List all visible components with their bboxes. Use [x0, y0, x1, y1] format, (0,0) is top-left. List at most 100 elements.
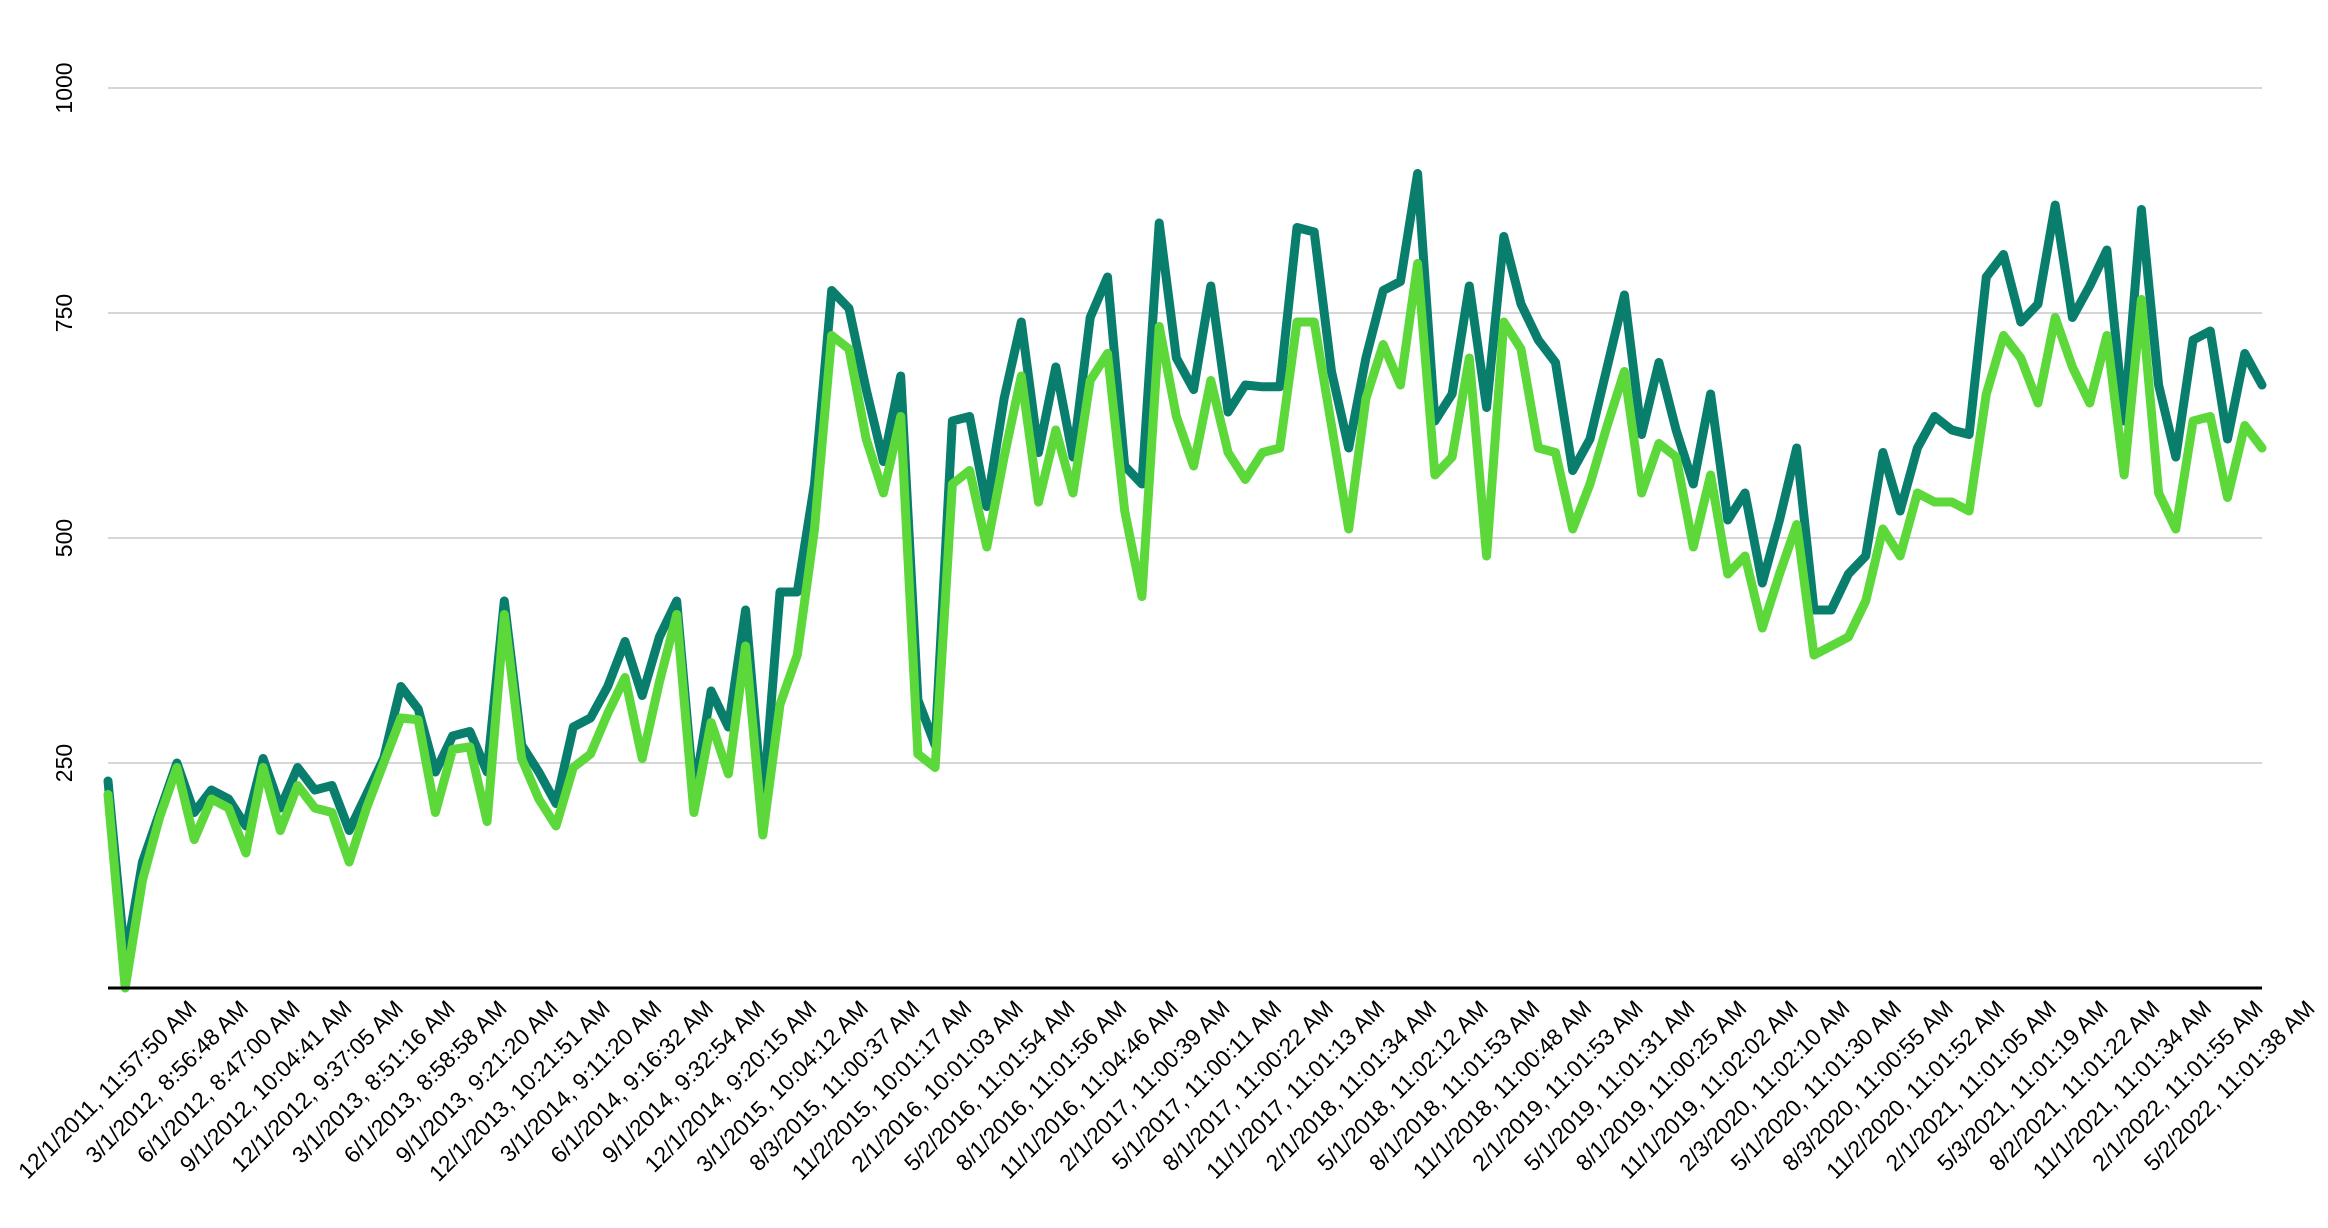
- data-point: [1761, 627, 1764, 629]
- data-point: [451, 735, 454, 737]
- data-point: [727, 772, 730, 775]
- data-point: [175, 766, 178, 769]
- data-point: [882, 492, 885, 494]
- data-point: [1933, 415, 1936, 418]
- data-point: [1278, 447, 1281, 449]
- data-point: [1657, 361, 1660, 364]
- data-point: [1933, 501, 1936, 503]
- y-tick-label: 750: [51, 294, 77, 332]
- data-point: [365, 807, 368, 809]
- data-point: [1072, 492, 1074, 494]
- data-point: [1795, 447, 1798, 449]
- data-point: [227, 807, 230, 809]
- data-point: [1830, 609, 1833, 611]
- data-point: [2174, 528, 2177, 530]
- data-point: [537, 771, 540, 773]
- data-point: [624, 640, 626, 643]
- data-point: [1485, 555, 1488, 557]
- data-point: [1468, 285, 1471, 287]
- data-point: [193, 838, 196, 841]
- data-point: [882, 460, 885, 463]
- data-point: [848, 348, 850, 350]
- data-point: [1847, 573, 1850, 575]
- data-point: [1089, 316, 1092, 319]
- data-point: [658, 636, 661, 638]
- data-point: [916, 753, 919, 755]
- data-point: [1847, 636, 1850, 638]
- data-point: [865, 388, 868, 391]
- data-point: [1399, 280, 1402, 283]
- data-point: [1640, 433, 1643, 436]
- data-point: [1881, 528, 1884, 530]
- data-point: [2071, 366, 2074, 368]
- data-point: [348, 861, 351, 863]
- data-point: [1330, 424, 1333, 427]
- data-point: [1313, 231, 1316, 233]
- data-point: [968, 415, 971, 418]
- data-point: [1054, 429, 1057, 431]
- data-point: [1813, 609, 1815, 611]
- data-point: [1485, 406, 1488, 409]
- series-1-points: [107, 172, 2263, 962]
- data-point: [675, 613, 678, 616]
- data-point: [262, 757, 265, 760]
- data-point: [1382, 289, 1385, 292]
- data-point: [2226, 496, 2229, 499]
- data-point: [606, 712, 609, 715]
- data-point: [641, 694, 644, 697]
- data-point: [1158, 325, 1161, 328]
- data-point: [865, 438, 868, 440]
- data-point: [244, 852, 247, 854]
- data-point: [2192, 339, 2195, 341]
- data-point: [1623, 294, 1626, 296]
- data-point: [2019, 321, 2022, 323]
- data-point: [1813, 654, 1815, 656]
- data-point: [1916, 492, 1919, 494]
- data-point: [2140, 208, 2143, 211]
- data-point: [2192, 420, 2195, 422]
- data-point: [744, 645, 747, 647]
- data-point: [555, 825, 557, 827]
- data-point: [1313, 321, 1316, 323]
- data-point: [2088, 402, 2091, 404]
- data-point: [1364, 357, 1367, 359]
- data-point: [830, 289, 833, 292]
- data-point: [1364, 397, 1367, 400]
- data-point: [1468, 357, 1471, 359]
- data-point: [1640, 492, 1643, 494]
- data-point: [1244, 384, 1247, 386]
- data-point: [331, 784, 333, 787]
- data-point: [2037, 303, 2039, 305]
- data-point: [486, 820, 489, 823]
- data-point: [1037, 501, 1040, 503]
- data-point: [624, 676, 626, 679]
- data-point: [1244, 478, 1247, 481]
- data-point: [417, 708, 420, 710]
- data-point: [331, 811, 333, 814]
- data-point: [141, 879, 144, 881]
- data-point: [710, 690, 713, 692]
- data-point: [2157, 492, 2160, 494]
- data-point: [1158, 222, 1161, 224]
- data-point: [985, 505, 988, 508]
- data-point: [848, 307, 850, 310]
- data-point: [899, 415, 902, 418]
- data-point: [1123, 510, 1126, 512]
- data-point: [313, 789, 316, 791]
- data-point: [1864, 555, 1867, 557]
- data-point: [641, 757, 644, 760]
- data-point: [1382, 343, 1385, 346]
- data-point: [1692, 546, 1695, 548]
- data-point: [1192, 388, 1195, 391]
- data-point: [107, 780, 109, 782]
- data-point: [1589, 483, 1591, 485]
- data-point: [296, 766, 299, 769]
- data-point: [382, 762, 385, 764]
- data-point: [1433, 474, 1436, 476]
- data-point: [2261, 447, 2263, 449]
- data-point: [1261, 385, 1264, 388]
- data-point: [710, 721, 713, 724]
- data-point: [796, 591, 799, 593]
- data-point: [1778, 573, 1781, 575]
- data-point: [1227, 411, 1230, 413]
